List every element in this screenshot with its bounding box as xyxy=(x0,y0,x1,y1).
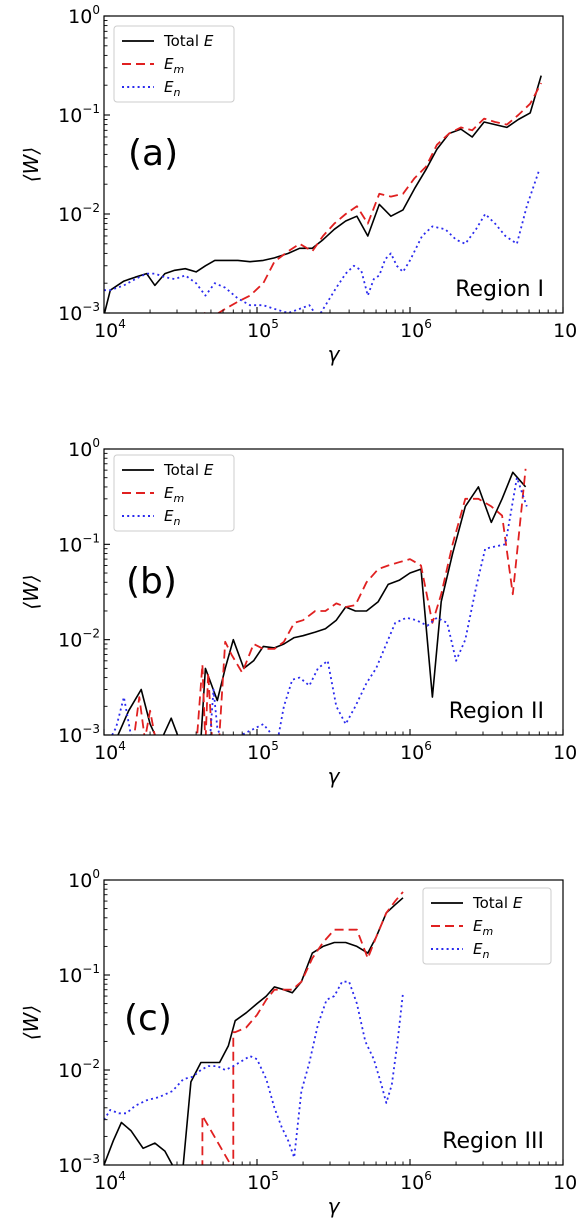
panel-label: (a) xyxy=(128,133,178,174)
x-axis-label: γ xyxy=(328,764,341,788)
y-tick-label: 100 xyxy=(68,867,100,892)
series-line-e-n xyxy=(104,169,541,313)
x-tick-label: 104 xyxy=(94,1169,126,1194)
plot-frame xyxy=(103,15,564,314)
legend-entry: En xyxy=(164,507,180,528)
series-line-e-m xyxy=(133,468,527,735)
series-group xyxy=(111,468,528,735)
plot-frame xyxy=(103,448,564,736)
region-label: Region II xyxy=(449,699,544,724)
legend-entry: Em xyxy=(164,55,184,76)
y-tick-label: 10−2 xyxy=(58,1057,100,1082)
legend-box xyxy=(422,887,552,965)
legend-entry: Total E xyxy=(163,32,214,50)
chart-panel-3: 104 105 106 107 10−3 10−2 10−1 100 γ ⟨W⟩ (c) Region… xyxy=(19,867,577,1218)
series-line-e-m xyxy=(203,82,542,313)
legend-box xyxy=(113,454,235,532)
x-tick-label: 107 xyxy=(553,1169,577,1194)
panel-label: (b) xyxy=(126,561,177,602)
x-tick-label: 104 xyxy=(94,317,126,342)
y-axis-label: ⟨W⟩ xyxy=(19,574,43,609)
series-line-total-e xyxy=(117,471,527,735)
y-tick-label: 10−2 xyxy=(58,627,100,652)
region-label: Region I xyxy=(455,277,544,302)
legend-entry: Em xyxy=(164,484,184,505)
series-line-e-m xyxy=(201,891,404,1165)
y-tick-label: 10−2 xyxy=(58,201,100,226)
series-group xyxy=(104,75,542,313)
x-tick-label: 105 xyxy=(247,1169,279,1194)
y-tick-label: 10−1 xyxy=(58,531,100,556)
series-line-total-e xyxy=(104,897,404,1165)
chart-panel-2: 104 105 106 107 10−3 10−2 10−1 100 γ ⟨W⟩ (b) Region… xyxy=(19,436,577,788)
legend-entry: En xyxy=(164,78,180,99)
x-axis-label: γ xyxy=(328,342,341,366)
y-axis-label: ⟨W⟩ xyxy=(19,1005,43,1040)
legend-entry: Total E xyxy=(472,894,523,912)
y-tick-label: 100 xyxy=(68,436,100,461)
legend-entry: En xyxy=(473,940,489,961)
panel-label: (c) xyxy=(124,998,172,1039)
x-tick-label: 106 xyxy=(400,317,432,342)
y-tick-label: 10−3 xyxy=(58,722,100,747)
series-line-e-n xyxy=(111,476,528,735)
y-tick-label: 10−3 xyxy=(58,300,100,325)
x-tick-label: 107 xyxy=(553,317,577,342)
x-tick-label: 106 xyxy=(400,1169,432,1194)
series-group xyxy=(104,891,404,1165)
legend-entry: Em xyxy=(473,917,493,938)
x-tick-label: 106 xyxy=(400,739,432,764)
x-tick-label: 104 xyxy=(94,739,126,764)
y-tick-label: 10−1 xyxy=(58,962,100,987)
ticks xyxy=(103,879,564,1166)
x-tick-label: 105 xyxy=(247,317,279,342)
x-tick-label: 107 xyxy=(553,739,577,764)
y-tick-label: 100 xyxy=(68,3,100,28)
y-tick-label: 10−1 xyxy=(58,102,100,127)
y-axis-label: ⟨W⟩ xyxy=(19,147,43,182)
ticks xyxy=(103,15,564,314)
plot-frame xyxy=(103,879,564,1166)
legend-box xyxy=(113,25,235,103)
series-line-e-n xyxy=(104,980,404,1159)
x-axis-label: γ xyxy=(328,1194,341,1218)
x-tick-label: 105 xyxy=(247,739,279,764)
legend-entry: Total E xyxy=(163,461,214,479)
chart-panel-1: 104 105 106 107 10−3 10−2 10−1 100 γ ⟨W⟩ (a) Region… xyxy=(19,3,577,366)
ticks xyxy=(103,448,564,736)
region-label: Region III xyxy=(442,1129,544,1154)
y-tick-label: 10−3 xyxy=(58,1152,100,1177)
